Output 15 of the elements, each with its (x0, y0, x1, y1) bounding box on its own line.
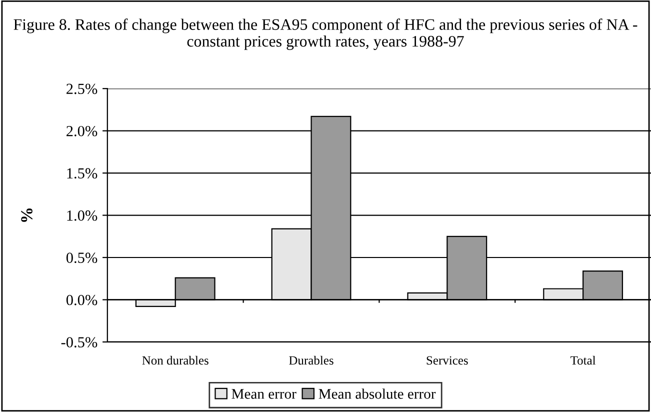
y-tick-label: 2.0% (66, 126, 98, 136)
x-tick-label: Non durables (142, 356, 208, 365)
x-tick-label: Durables (289, 356, 334, 365)
y-tick-label: -0.5% (61, 337, 98, 348)
chart-title: Figure 8. Rates of change between the ESA95 component of HFC and the previous series of NA - constant prices growth rates, years 1988-97 (14, 18, 638, 50)
legend-label: Mean error (232, 389, 296, 399)
y-axis-title: % (21, 208, 32, 222)
y-tick-label: 1.0% (67, 210, 98, 221)
y-tick-label: 0.0% (66, 294, 98, 306)
legend-label: Mean absolute error (318, 388, 436, 399)
y-tick-label: 1.5% (67, 168, 98, 179)
y-tick-label: 0.5% (66, 252, 98, 264)
y-tick-label: 2.5% (66, 84, 98, 94)
x-tick-label: Total (570, 356, 596, 365)
x-tick-label: Services (426, 356, 468, 365)
